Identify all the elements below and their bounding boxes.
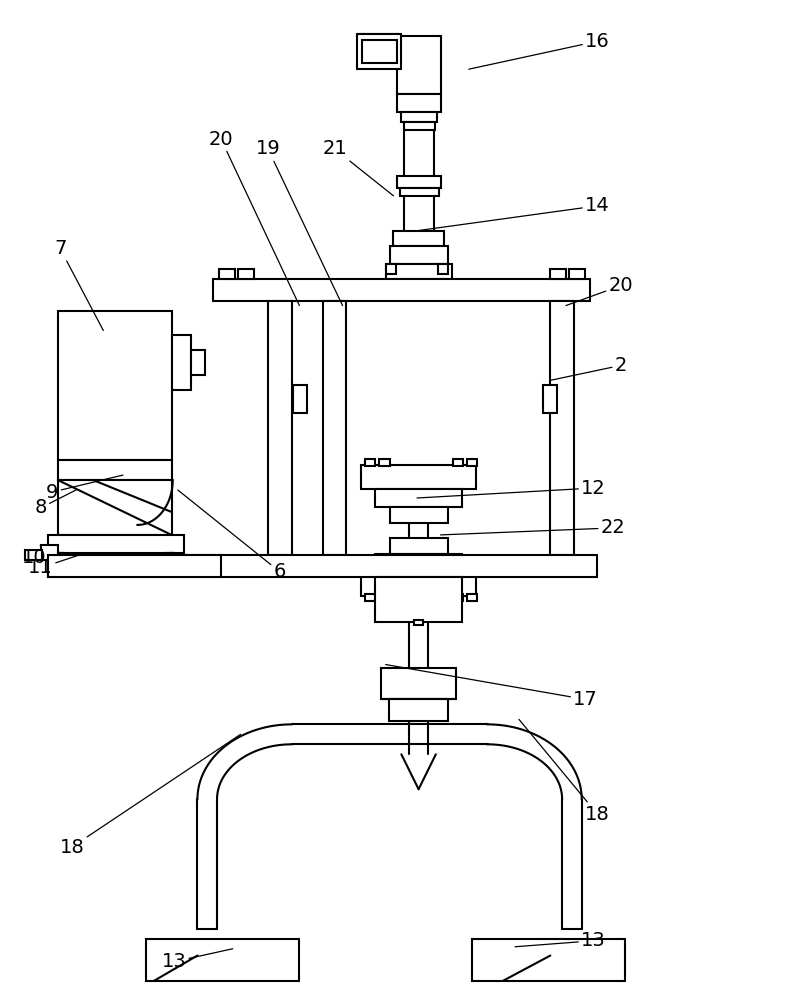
- Bar: [569, 269, 585, 279]
- Bar: [397, 36, 441, 94]
- Bar: [397, 176, 441, 188]
- Text: 18: 18: [519, 719, 610, 824]
- Text: 19: 19: [256, 139, 342, 306]
- Bar: [49, 535, 184, 553]
- Bar: [453, 459, 464, 466]
- Bar: [404, 122, 435, 130]
- Text: 7: 7: [54, 239, 103, 330]
- Text: 21: 21: [323, 139, 394, 196]
- Bar: [389, 699, 449, 721]
- Bar: [550, 301, 574, 555]
- Bar: [58, 480, 172, 535]
- Bar: [49, 555, 221, 577]
- Text: 9: 9: [46, 475, 123, 502]
- Bar: [401, 112, 437, 122]
- Bar: [390, 538, 448, 554]
- Text: 6: 6: [178, 490, 286, 581]
- Text: 10: 10: [22, 545, 46, 567]
- Bar: [220, 269, 235, 279]
- Text: 8: 8: [35, 490, 76, 517]
- Bar: [25, 550, 42, 560]
- Bar: [390, 246, 449, 264]
- Bar: [472, 939, 625, 981]
- Bar: [400, 188, 439, 196]
- Text: 20: 20: [209, 130, 299, 306]
- Bar: [172, 335, 191, 390]
- Bar: [361, 465, 476, 489]
- Text: 12: 12: [417, 479, 606, 498]
- Bar: [379, 459, 390, 466]
- Bar: [397, 94, 441, 112]
- Bar: [361, 572, 476, 596]
- Bar: [379, 594, 390, 601]
- Bar: [414, 620, 423, 625]
- Bar: [58, 311, 172, 460]
- Bar: [268, 301, 291, 555]
- Bar: [357, 34, 401, 69]
- Bar: [213, 279, 589, 301]
- Text: 20: 20: [566, 276, 634, 306]
- Bar: [386, 264, 453, 279]
- Bar: [394, 231, 445, 246]
- Bar: [58, 460, 172, 480]
- Bar: [381, 668, 456, 699]
- Bar: [467, 594, 478, 601]
- Text: 11: 11: [28, 555, 79, 577]
- Bar: [467, 459, 478, 466]
- Text: 17: 17: [386, 665, 598, 709]
- Bar: [365, 594, 375, 601]
- Bar: [375, 489, 462, 507]
- Bar: [323, 301, 346, 555]
- Bar: [362, 40, 397, 63]
- Text: 13: 13: [515, 931, 606, 950]
- Text: 16: 16: [469, 32, 610, 69]
- Bar: [49, 555, 597, 577]
- Text: 18: 18: [60, 734, 241, 857]
- Text: 2: 2: [550, 356, 627, 380]
- Text: 13: 13: [161, 949, 233, 971]
- Bar: [41, 545, 58, 560]
- Text: 22: 22: [441, 518, 626, 537]
- Bar: [375, 554, 462, 572]
- Bar: [438, 264, 449, 274]
- Bar: [365, 459, 375, 466]
- Bar: [238, 269, 254, 279]
- Bar: [453, 594, 464, 601]
- Bar: [550, 269, 566, 279]
- Bar: [293, 385, 307, 413]
- Bar: [390, 507, 448, 523]
- Bar: [360, 34, 399, 67]
- Bar: [542, 385, 556, 413]
- Bar: [386, 264, 396, 274]
- Text: 14: 14: [417, 196, 610, 231]
- Bar: [146, 939, 299, 981]
- Bar: [191, 350, 205, 375]
- Bar: [375, 577, 462, 622]
